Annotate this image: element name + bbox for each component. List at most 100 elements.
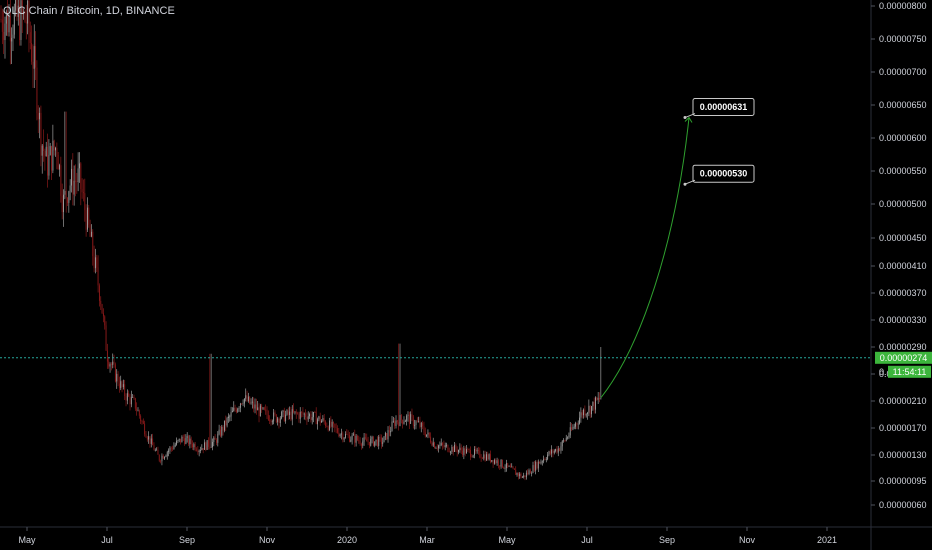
candle-down <box>1 19 3 32</box>
candle-down <box>559 448 561 451</box>
candle-down <box>478 450 479 451</box>
candle-down <box>423 426 425 433</box>
candle-up <box>213 437 215 442</box>
candle-up <box>281 411 283 419</box>
time-axis-label: Mar <box>419 535 435 545</box>
candle-down <box>133 397 135 399</box>
candle-down <box>509 466 511 468</box>
candle-up <box>561 441 563 447</box>
candle-up <box>231 410 233 413</box>
candle-up <box>551 449 553 454</box>
candle-down <box>51 146 52 171</box>
candle-down <box>249 396 251 404</box>
candle-down <box>301 411 303 413</box>
candle-up <box>391 421 393 432</box>
candle-down <box>372 437 374 446</box>
candle-down <box>270 420 272 423</box>
candle-up <box>294 411 296 413</box>
candle-down <box>503 467 505 469</box>
price-axis-label: 0.00000550 <box>879 166 927 176</box>
candle-up <box>238 407 240 409</box>
candle-up <box>545 459 547 460</box>
candle-down <box>118 383 120 389</box>
candle-down <box>295 411 297 414</box>
candle-up <box>165 456 167 457</box>
candle-down <box>141 421 143 422</box>
candle-down <box>400 415 402 420</box>
candle-up <box>318 416 320 420</box>
candle-up <box>541 461 543 463</box>
candle-down <box>411 414 413 417</box>
candle-down <box>529 470 531 474</box>
candle-up <box>399 415 401 426</box>
candle-up <box>435 448 437 449</box>
candle-up <box>204 442 205 450</box>
candle-down <box>366 438 368 442</box>
candle-up <box>343 437 345 440</box>
candle-down <box>556 449 558 453</box>
candle-up <box>178 438 180 441</box>
candle-up <box>331 422 333 427</box>
current-price-tag-bg <box>875 351 932 364</box>
candle-up <box>505 463 507 469</box>
candle-up <box>403 421 405 424</box>
candle-up <box>547 454 549 460</box>
candle-up <box>137 410 139 412</box>
candle-down <box>539 461 541 464</box>
candle-up <box>206 440 208 450</box>
current-price-tag: 0.00000274 <box>875 351 932 364</box>
candle-up <box>439 445 441 446</box>
candle-down <box>196 449 197 451</box>
candle-up <box>516 473 518 475</box>
candle-down <box>394 421 396 426</box>
callout-anchor <box>683 116 687 120</box>
candle-down <box>267 414 269 421</box>
candle-down <box>180 438 181 443</box>
candle-up <box>374 441 376 446</box>
candle-up <box>27 0 29 24</box>
candle-down <box>188 436 189 445</box>
candle-down <box>93 256 95 269</box>
candle-down <box>184 438 185 444</box>
candle-down <box>489 454 491 462</box>
candle-down <box>214 437 216 440</box>
candle-down <box>342 433 344 440</box>
candle-up <box>595 397 596 410</box>
candle-up <box>463 448 465 455</box>
candle-up <box>59 165 60 170</box>
candle-up <box>572 427 574 430</box>
candle-down <box>431 442 433 446</box>
candle-down <box>564 440 566 442</box>
candle-down <box>319 416 321 423</box>
candle-down <box>35 46 37 68</box>
candle-down <box>376 439 378 446</box>
candle-down <box>28 0 30 33</box>
candle-up <box>563 440 565 442</box>
candle-up <box>52 140 54 171</box>
time-axis[interactable]: May Jul Sep Nov 2020 Mar May Jul Sep Nov 2021 <box>18 527 837 545</box>
candle-down <box>209 446 211 448</box>
candle-up <box>193 444 195 448</box>
candle-down <box>456 449 458 453</box>
target-callout[interactable]: 0.00000530 <box>683 164 755 186</box>
candle-up <box>116 373 118 382</box>
time-axis-label: Sep <box>179 535 195 545</box>
candle-down <box>479 450 481 458</box>
candle-up <box>535 462 537 471</box>
candle-up <box>90 231 92 237</box>
callout-pointer <box>684 179 696 185</box>
candle-down <box>234 407 236 410</box>
candle-down <box>330 420 332 427</box>
target-callout[interactable]: 0.00000631 <box>683 98 755 120</box>
candle-up <box>406 415 408 421</box>
candle-down <box>549 451 551 454</box>
candle-down <box>364 437 366 439</box>
candle-up <box>600 398 602 400</box>
candle-down <box>263 407 265 410</box>
price-axis[interactable]: 0.00000800 0.00000750 0.00000700 0.00000650… <box>871 1 927 510</box>
candle-up <box>299 411 301 419</box>
candle-up <box>575 423 577 427</box>
candle-up <box>341 433 342 435</box>
candle-up <box>553 451 555 453</box>
